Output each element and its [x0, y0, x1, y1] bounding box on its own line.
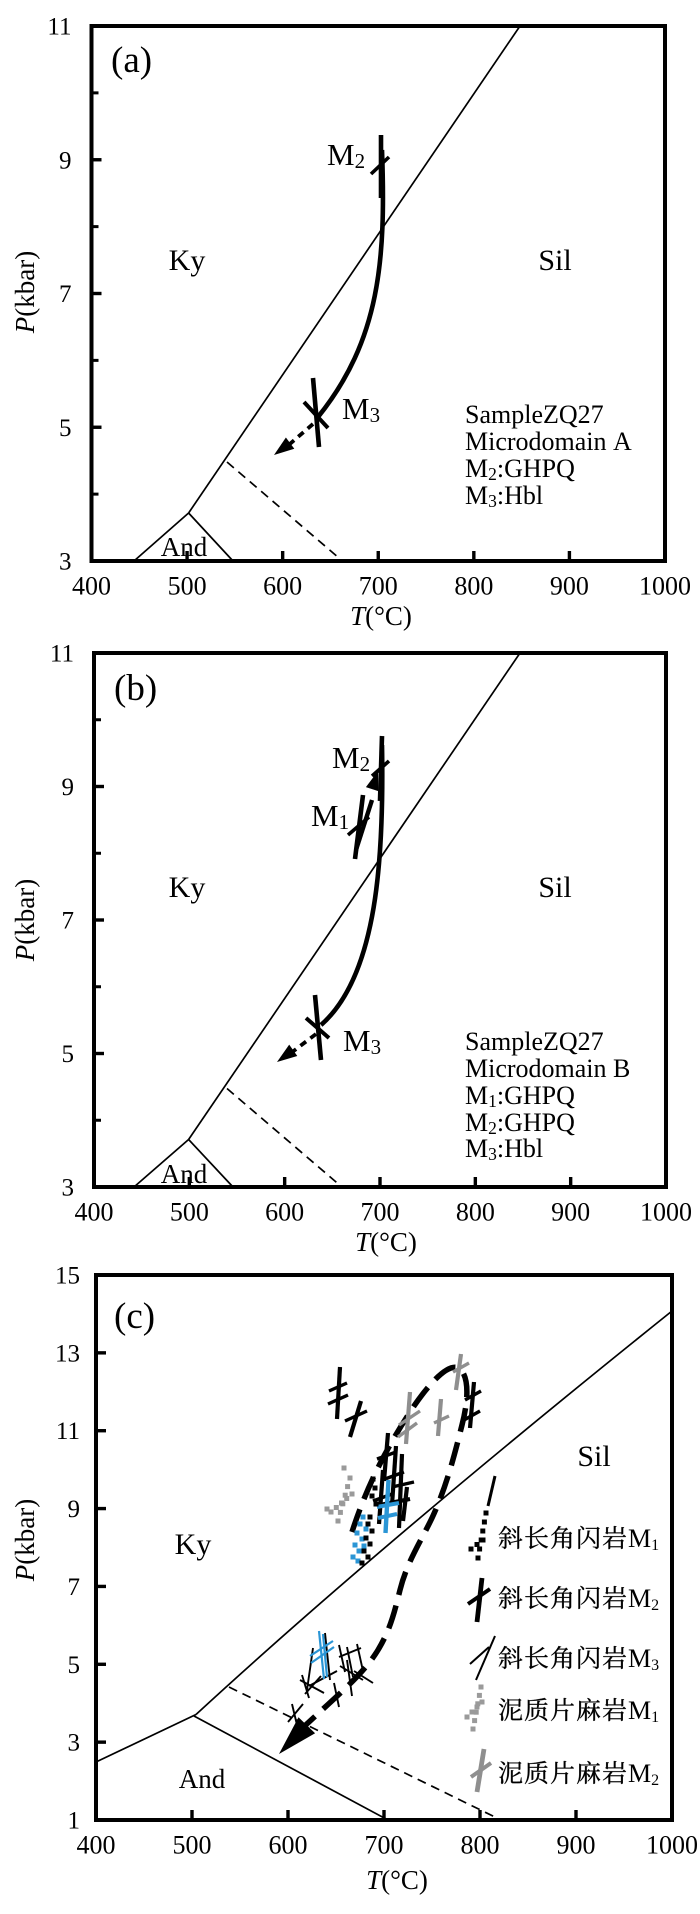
svg-text:Sil: Sil	[577, 1440, 610, 1473]
svg-text:M3:Hbl: M3:Hbl	[465, 1134, 543, 1164]
svg-text:500: 500	[168, 572, 207, 601]
svg-text:Microdomain A: Microdomain A	[465, 427, 632, 456]
svg-text:And: And	[179, 1764, 226, 1794]
svg-text:1000: 1000	[646, 1831, 698, 1860]
svg-text:Microdomain B: Microdomain B	[465, 1054, 630, 1083]
svg-text:900: 900	[557, 1831, 596, 1860]
svg-text:11: 11	[47, 14, 71, 41]
svg-text:900: 900	[550, 572, 589, 601]
svg-text:700: 700	[365, 1831, 404, 1860]
svg-text:11: 11	[50, 641, 74, 668]
svg-text:400: 400	[77, 1831, 116, 1860]
svg-text:600: 600	[269, 1831, 308, 1860]
svg-text:Sil: Sil	[538, 871, 571, 904]
svg-text:11: 11	[56, 1418, 80, 1445]
svg-text:(b): (b)	[114, 668, 157, 709]
svg-text:400: 400	[72, 572, 111, 601]
svg-text:M1:GHPQ: M1:GHPQ	[465, 1081, 575, 1111]
svg-text:800: 800	[454, 572, 493, 601]
svg-text:7: 7	[68, 1574, 81, 1601]
svg-text:T(°C): T(°C)	[355, 1227, 417, 1257]
svg-text:700: 700	[359, 572, 398, 601]
svg-text:800: 800	[456, 1198, 495, 1227]
svg-text:M2:GHPQ: M2:GHPQ	[465, 454, 575, 484]
svg-text:5: 5	[62, 1041, 75, 1068]
svg-text:900: 900	[551, 1198, 590, 1227]
svg-text:400: 400	[75, 1198, 114, 1227]
svg-text:9: 9	[68, 1496, 81, 1523]
svg-text:600: 600	[263, 572, 302, 601]
svg-text:P(kbar): P(kbar)	[10, 879, 40, 962]
svg-text:And: And	[161, 532, 208, 562]
svg-text:T(°C): T(°C)	[366, 1865, 428, 1895]
svg-text:7: 7	[59, 281, 72, 308]
svg-text:7: 7	[62, 908, 75, 935]
svg-text:1: 1	[68, 1808, 81, 1835]
svg-text:9: 9	[62, 774, 75, 801]
svg-text:P(kbar): P(kbar)	[10, 1499, 40, 1582]
svg-text:Ky: Ky	[175, 1528, 212, 1561]
svg-text:P(kbar): P(kbar)	[10, 251, 40, 334]
svg-text:3: 3	[59, 549, 72, 576]
svg-text:600: 600	[265, 1198, 304, 1227]
svg-text:1000: 1000	[639, 572, 691, 601]
svg-text:500: 500	[173, 1831, 212, 1860]
svg-text:T(°C): T(°C)	[350, 601, 412, 631]
svg-text:(a): (a)	[111, 40, 152, 81]
svg-text:Ky: Ky	[169, 244, 206, 277]
svg-text:1000: 1000	[640, 1198, 692, 1227]
svg-text:3: 3	[68, 1730, 81, 1757]
svg-text:9: 9	[59, 147, 72, 174]
svg-text:M3:Hbl: M3:Hbl	[465, 481, 543, 511]
svg-text:500: 500	[170, 1198, 209, 1227]
svg-text:And: And	[161, 1159, 208, 1189]
svg-text:SampleZQ27: SampleZQ27	[465, 400, 604, 429]
svg-text:3: 3	[62, 1175, 75, 1202]
svg-text:(c): (c)	[114, 1296, 155, 1337]
svg-text:Sil: Sil	[538, 244, 571, 277]
svg-text:15: 15	[55, 1263, 80, 1290]
svg-text:5: 5	[68, 1652, 81, 1679]
svg-text:13: 13	[55, 1340, 80, 1367]
svg-text:800: 800	[461, 1831, 500, 1860]
svg-text:700: 700	[361, 1198, 400, 1227]
svg-text:SampleZQ27: SampleZQ27	[465, 1027, 604, 1056]
svg-text:Ky: Ky	[169, 871, 206, 904]
svg-text:M2:GHPQ: M2:GHPQ	[465, 1108, 575, 1138]
svg-text:5: 5	[59, 415, 72, 442]
